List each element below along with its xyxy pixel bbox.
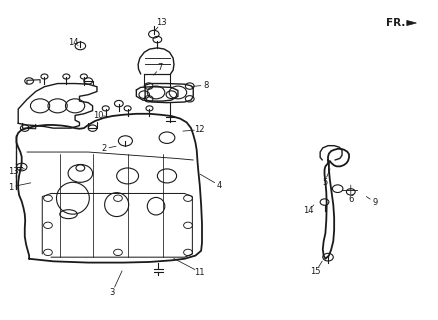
- Text: 15: 15: [310, 267, 320, 276]
- Polygon shape: [406, 20, 416, 26]
- Text: 11: 11: [194, 268, 205, 277]
- Text: 8: 8: [203, 81, 208, 90]
- Text: 12: 12: [194, 125, 205, 134]
- Text: 14: 14: [302, 206, 313, 215]
- Text: 2: 2: [101, 144, 106, 153]
- Text: 13: 13: [8, 167, 19, 176]
- Text: 14: 14: [67, 38, 78, 47]
- Text: 5: 5: [321, 178, 326, 187]
- Text: 6: 6: [347, 195, 353, 204]
- Text: FR.: FR.: [385, 18, 404, 28]
- Text: 3: 3: [110, 288, 115, 297]
- Text: 4: 4: [216, 181, 222, 190]
- Text: 10: 10: [92, 111, 103, 120]
- Text: 13: 13: [156, 19, 167, 28]
- Text: 9: 9: [371, 197, 377, 206]
- Text: 1: 1: [8, 183, 13, 192]
- Text: 7: 7: [157, 63, 163, 72]
